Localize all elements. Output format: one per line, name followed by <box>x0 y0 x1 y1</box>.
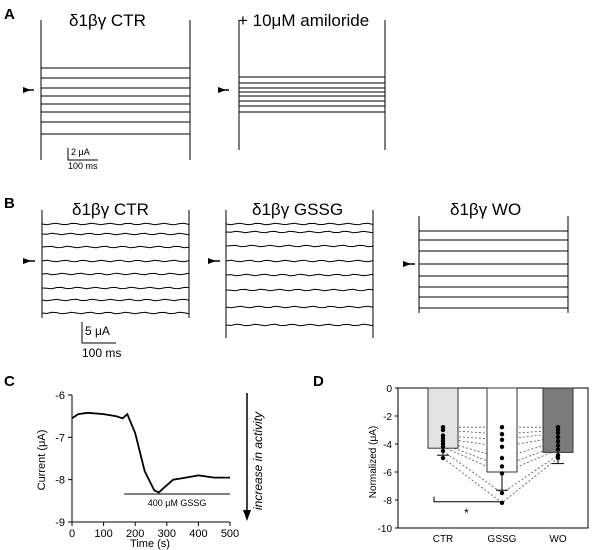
y-tick-label: -9 <box>55 517 65 529</box>
data-point <box>555 455 561 461</box>
current-trace <box>41 311 190 315</box>
paired-connector <box>442 436 559 448</box>
data-point <box>499 500 505 505</box>
current-traces-b-washout <box>418 216 569 313</box>
panel-d-ylabel: Normalized (μA) <box>368 426 379 498</box>
data-point <box>555 447 561 452</box>
data-point <box>440 455 446 461</box>
panel-b-title-washout: δ1βγ WO <box>450 200 521 219</box>
current-trace <box>225 273 374 277</box>
y-tick-label: -7 <box>55 432 65 444</box>
current-traces-b-gssg <box>225 210 374 338</box>
activity-arrow-label: increase in activity <box>251 411 265 510</box>
y-tick-label: -4 <box>383 440 392 451</box>
panel-label-d: D <box>313 373 324 390</box>
data-point <box>555 430 561 435</box>
y-tick-label: -8 <box>383 496 392 507</box>
panel-c-xlabel: Time (s) <box>130 538 170 550</box>
paired-connector <box>442 432 559 441</box>
panel-label-b: B <box>4 195 15 212</box>
current-trace <box>41 232 190 236</box>
arrow-down-icon <box>243 510 251 521</box>
current-trace <box>41 286 190 290</box>
category-label-gssg: GSSG <box>488 534 517 545</box>
current-trace <box>225 259 374 263</box>
current-trace <box>41 222 190 226</box>
scale-bar-b-time: 100 ms <box>82 346 121 360</box>
panel-a-title-control: δ1βγ CTR <box>69 11 146 30</box>
data-point <box>499 425 505 430</box>
x-tick-label: 100 <box>94 528 112 540</box>
y-tick-label: -10 <box>378 524 393 535</box>
panel-c-ylabel: Current (μA) <box>36 430 48 491</box>
data-point <box>440 448 446 454</box>
panel-label-c: C <box>4 373 15 390</box>
data-point <box>499 464 505 469</box>
scale-bar-a-current: 2 μA <box>71 147 90 157</box>
current-trace <box>225 288 374 292</box>
scale-bar-a-time: 100 ms <box>68 161 98 171</box>
current-trace <box>225 305 374 309</box>
gssg-application-label: 400 μM GSSG <box>148 498 207 508</box>
panel-a-title-amiloride: + 10μM amiloride <box>238 11 369 30</box>
category-label-wo: WO <box>549 534 566 545</box>
current-trace <box>225 230 374 234</box>
y-tick-label: -8 <box>55 475 65 487</box>
panel-label-a: A <box>4 6 15 23</box>
scale-bar-b-current: 5 μA <box>85 324 110 338</box>
panel-c-axes <box>71 395 230 523</box>
data-point <box>499 490 505 496</box>
y-tick-label: 0 <box>386 384 392 395</box>
data-point <box>555 443 561 448</box>
panel-b-title-control: δ1βγ CTR <box>72 200 149 219</box>
data-point <box>555 439 561 444</box>
data-point <box>499 471 505 476</box>
x-tick-label: 200 <box>126 528 144 540</box>
data-point <box>440 444 446 449</box>
data-point <box>555 434 561 440</box>
paired-connector <box>442 443 559 467</box>
paired-connector <box>442 457 559 504</box>
panel-d-chart: 0 -2 -4 -6 -8 -10 CTR GSSG WO * <box>378 384 589 545</box>
y-tick-label: -6 <box>55 390 65 402</box>
significance-star: * <box>464 506 469 520</box>
current-traces-amiloride <box>238 20 386 150</box>
current-trace <box>225 244 374 248</box>
data-point <box>499 444 505 449</box>
data-point <box>499 432 505 437</box>
panel-b-title-gssg: δ1βγ GSSG <box>252 200 343 219</box>
scale-bar-b <box>81 322 116 344</box>
significance-bracket <box>433 496 500 503</box>
current-trace <box>225 323 374 327</box>
paired-connector <box>442 429 559 435</box>
current-traces-b-control <box>41 210 190 318</box>
x-tick-label: 400 <box>189 528 207 540</box>
y-tick-label: -6 <box>383 468 392 479</box>
x-tick-label: 300 <box>158 528 176 540</box>
scale-bar-a <box>67 148 98 161</box>
current-trace-line <box>71 411 230 494</box>
current-trace <box>225 222 374 226</box>
panel-c-ticks: -6 -7 -8 -9 0 100 200 300 400 500 <box>55 390 239 540</box>
data-point <box>499 455 505 461</box>
y-tick-label: -2 <box>383 412 392 423</box>
current-trace <box>41 272 190 276</box>
current-trace <box>41 298 190 302</box>
x-tick-label: 0 <box>69 528 75 540</box>
x-tick-label: 500 <box>221 528 239 540</box>
data-point <box>499 437 505 442</box>
current-traces-control <box>40 20 191 160</box>
data-point <box>440 427 446 433</box>
category-label-ctr: CTR <box>433 534 454 545</box>
current-trace <box>41 259 190 263</box>
current-trace <box>41 245 190 249</box>
